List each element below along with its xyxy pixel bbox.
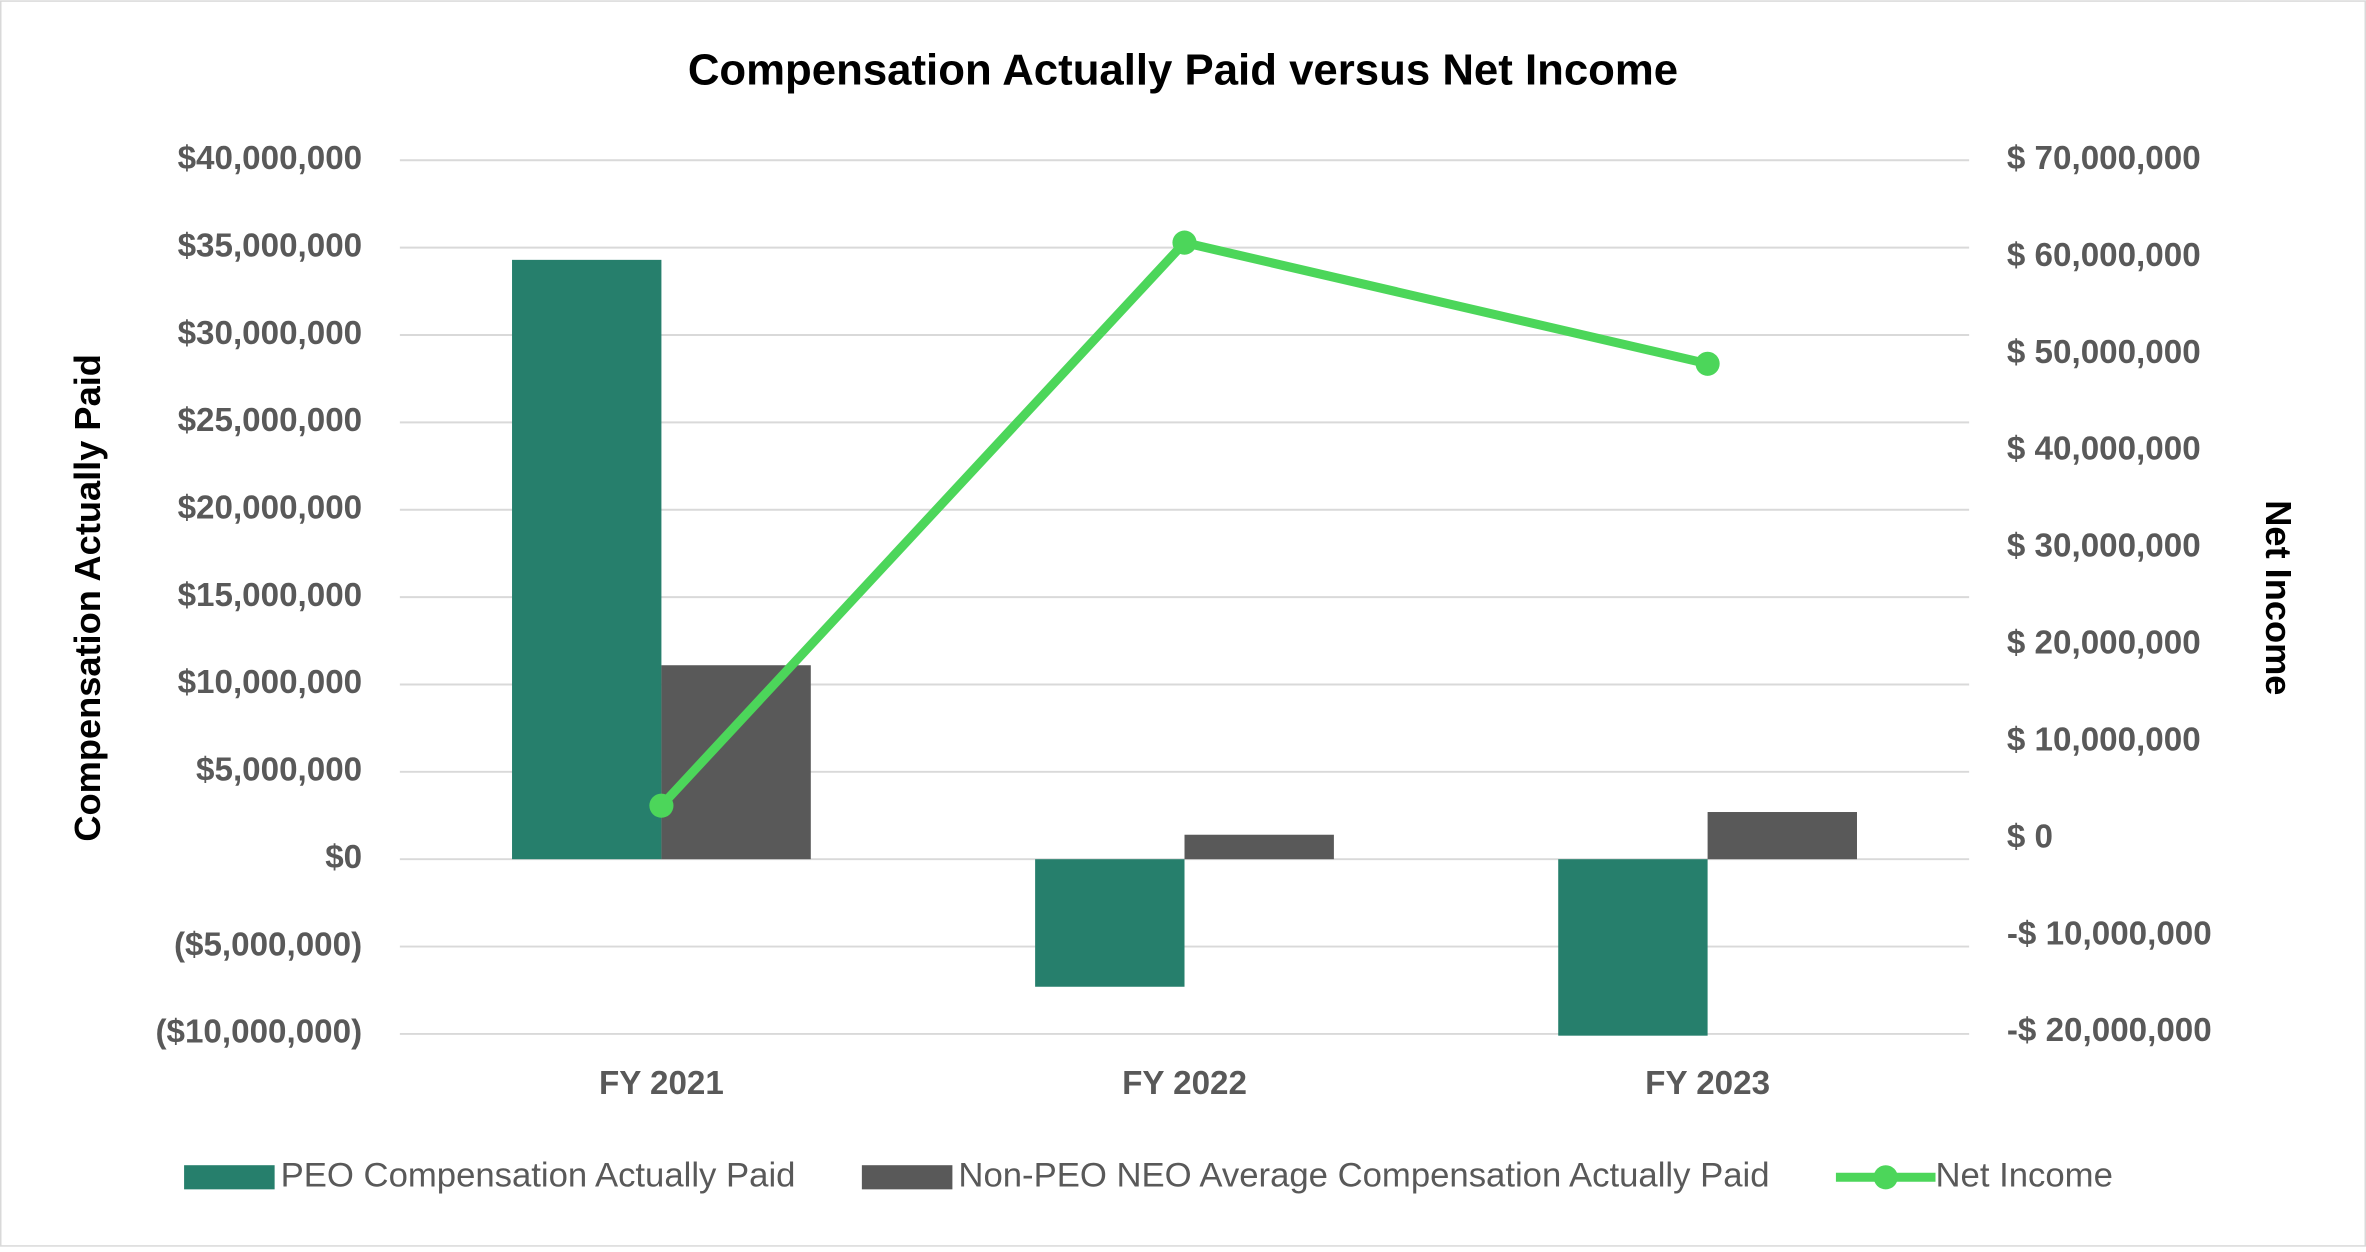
y-tick-label: $30,000,000 (178, 315, 363, 352)
x-tick-label: FY 2022 (1122, 1065, 1247, 1102)
y2-tick-label: $ 30,000,000 (2007, 528, 2201, 565)
line-marker (1172, 230, 1197, 255)
y2-tick-label: $ 10,000,000 (2007, 721, 2201, 758)
bar (1558, 859, 1708, 1036)
legend-label: Net Income (1936, 1156, 2113, 1194)
bar (661, 665, 811, 860)
y-tick-label: ($10,000,000) (155, 1014, 362, 1051)
y2-tick-label: $ 0 (2007, 818, 2053, 855)
y-tick-label: $10,000,000 (178, 664, 363, 701)
legend-label: Non-PEO NEO Average Compensation Actuall… (958, 1156, 1769, 1194)
y-tick-label: $35,000,000 (178, 227, 363, 264)
y2-tick-label: -$ 10,000,000 (2007, 915, 2212, 952)
y-tick-label: $40,000,000 (178, 140, 363, 177)
y-tick-label: $5,000,000 (196, 752, 362, 789)
line-marker (649, 793, 674, 818)
y2-tick-label: $ 20,000,000 (2007, 625, 2201, 662)
bar (512, 259, 662, 860)
chart-title: Compensation Actually Paid versus Net In… (688, 45, 1678, 94)
y-axis-label: Compensation Actually Paid (67, 354, 108, 842)
legend-swatch (861, 1165, 953, 1190)
bar (1707, 812, 1857, 860)
y-tick-label: $15,000,000 (178, 577, 363, 614)
y2-axis-label: Net Income (2258, 500, 2299, 695)
y-tick-label: $20,000,000 (178, 489, 363, 526)
line-marker (1695, 351, 1720, 376)
x-tick-label: FY 2023 (1645, 1065, 1770, 1102)
y-tick-label: $25,000,000 (178, 402, 363, 439)
y2-tick-label: $ 70,000,000 (2007, 140, 2201, 177)
y2-tick-label: $ 60,000,000 (2007, 237, 2201, 274)
y2-tick-label: -$ 20,000,000 (2007, 1012, 2212, 1049)
y-tick-label: ($5,000,000) (174, 926, 362, 963)
bar (1184, 834, 1334, 860)
y-tick-label: $0 (325, 839, 362, 876)
legend-marker (1873, 1165, 1898, 1190)
y2-tick-label: $ 50,000,000 (2007, 334, 2201, 371)
x-tick-label: FY 2021 (599, 1065, 724, 1102)
legend-label: PEO Compensation Actually Paid (281, 1156, 796, 1194)
legend-swatch (184, 1165, 275, 1190)
y2-tick-label: $ 40,000,000 (2007, 431, 2201, 468)
bar (1035, 859, 1185, 987)
